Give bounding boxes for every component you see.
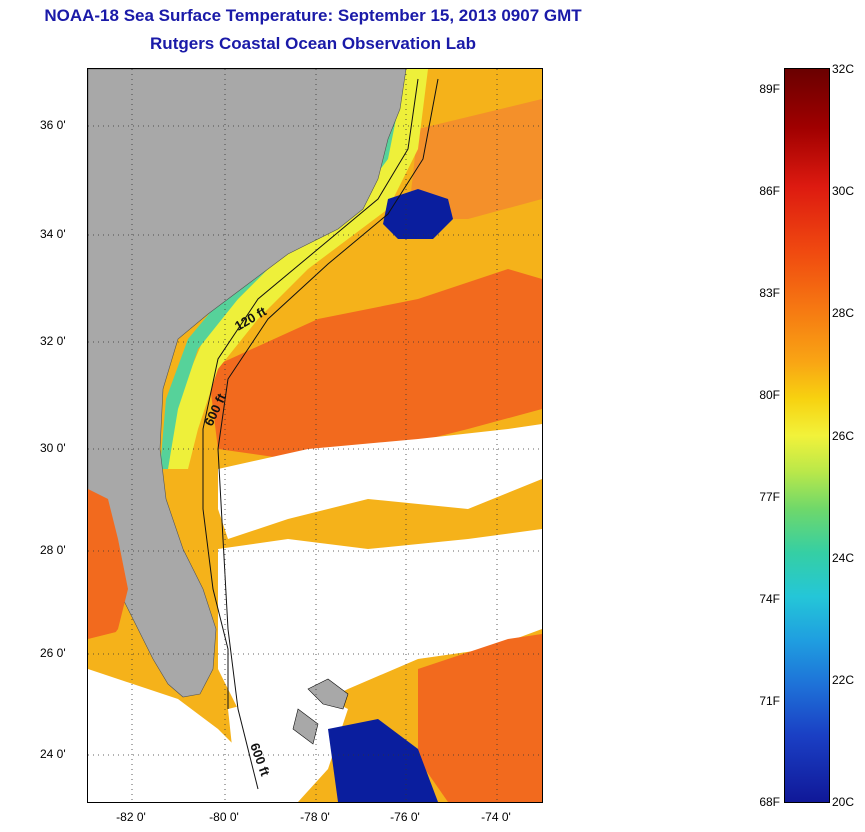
land-mass xyxy=(88,69,407,698)
lat-label: 28 0' xyxy=(40,543,66,557)
colorbar-celsius-label: 32C xyxy=(832,62,855,76)
map-title: NOAA-18 Sea Surface Temperature: Septemb… xyxy=(44,6,582,25)
lon-label: -74 0' xyxy=(481,810,511,824)
colorbar-fahrenheit-label: 86F xyxy=(759,184,780,198)
colorbar-fahrenheit-label: 77F xyxy=(759,490,780,504)
graticule xyxy=(88,69,542,802)
colorbar-fahrenheit-label: 89F xyxy=(759,82,780,96)
cold-patch-cape xyxy=(383,189,453,239)
colorbar-fahrenheit-label: 83F xyxy=(759,286,780,300)
contour-120ft xyxy=(202,78,419,709)
colorbar-celsius-label: 22C xyxy=(832,673,855,687)
cloud-band-south xyxy=(218,529,542,719)
sst-map: 120 ft 600 ft 600 ft xyxy=(87,68,543,803)
bahamas-island xyxy=(292,708,319,745)
colorbar-celsius-label: 20C xyxy=(832,795,855,809)
lat-label: 36 0' xyxy=(40,118,66,132)
lat-label: 34 0' xyxy=(40,227,66,241)
lon-label: -80 0' xyxy=(209,810,239,824)
cold-patch-bahamas xyxy=(328,719,438,802)
contour-600ft xyxy=(217,78,439,790)
lon-label: -78 0' xyxy=(300,810,330,824)
lat-label: 26 0' xyxy=(40,646,66,660)
colorbar-celsius-label: 26C xyxy=(832,429,855,443)
temperature-colorbar xyxy=(784,68,830,803)
cloud-central-south xyxy=(228,689,348,802)
colorbar-fahrenheit-label: 68F xyxy=(759,795,780,809)
ocean-coastal-band xyxy=(168,69,428,469)
gulf-water xyxy=(88,489,128,649)
colorbar-celsius-label: 30C xyxy=(832,184,855,198)
lon-label: -76 0' xyxy=(390,810,420,824)
ocean-hot-southeast xyxy=(418,634,542,802)
colorbar-fahrenheit-label: 80F xyxy=(759,388,780,402)
colorbar-celsius-label: 24C xyxy=(832,551,855,565)
lat-label: 32 0' xyxy=(40,334,66,348)
colorbar-fahrenheit-label: 74F xyxy=(759,592,780,606)
cloud-band-central xyxy=(218,424,542,539)
bahamas-island xyxy=(307,678,349,710)
map-subtitle: Rutgers Coastal Ocean Observation Lab xyxy=(150,34,476,53)
colorbar-celsius-label: 28C xyxy=(832,306,855,320)
lon-label: -82 0' xyxy=(116,810,146,824)
colorbar-fahrenheit-label: 71F xyxy=(759,694,780,708)
lat-label: 24 0' xyxy=(40,747,66,761)
lat-label: 30 0' xyxy=(40,441,66,455)
ocean-hot-region-north xyxy=(408,99,542,219)
ocean-hot-region xyxy=(208,269,542,459)
